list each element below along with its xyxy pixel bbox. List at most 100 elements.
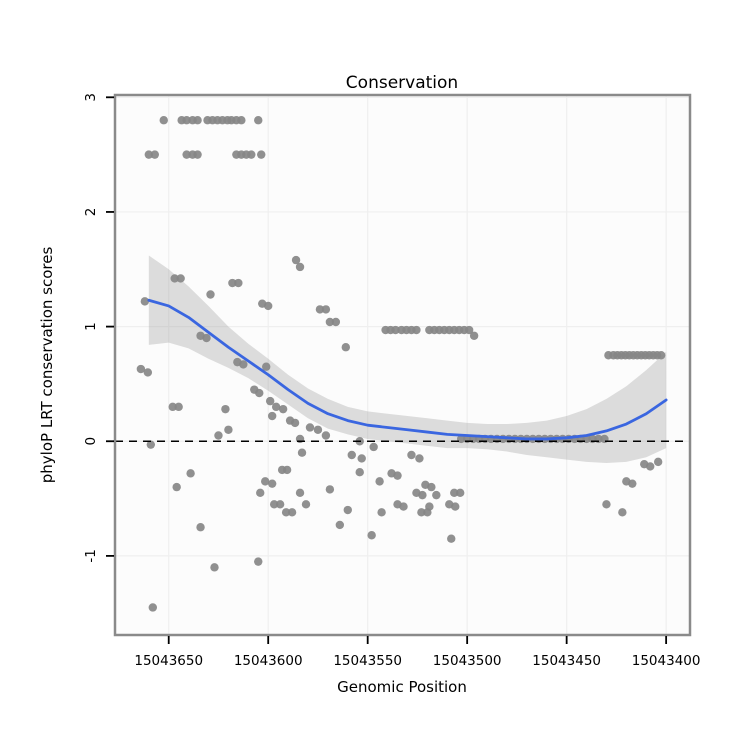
data-point [331,317,341,327]
data-point [159,116,168,125]
y-tick-label: -1 [83,549,99,562]
data-point [335,520,345,530]
x-tick-label: 15043550 [333,653,402,669]
x-tick-label: 15043500 [433,653,502,669]
data-point [255,388,264,398]
data-point [295,488,305,498]
data-point [602,500,611,509]
data-point [148,603,158,612]
data-point [214,431,223,440]
data-point [391,325,400,335]
plot-panel-background [115,95,690,635]
data-point [628,479,637,488]
data-point [393,471,402,480]
data-point [375,477,384,486]
data-point [174,402,183,412]
data-point [193,150,202,159]
data-point [143,368,153,377]
data-point [325,317,335,327]
data-point [451,502,460,511]
data-point [341,343,350,352]
data-point [202,333,211,343]
data-point [281,508,291,517]
data-point [305,423,315,432]
data-point [262,362,271,371]
data-point [271,402,281,412]
data-point [357,454,366,463]
data-point [653,457,663,467]
data-point [287,508,297,517]
data-point [355,467,364,477]
data-point [150,150,159,159]
x-tick-label: 15043400 [632,653,701,669]
data-point [315,305,325,314]
data-point [182,116,191,125]
data-point [228,278,237,288]
confidence-ribbon [148,255,667,464]
data-point [407,450,416,460]
data-point [301,500,311,509]
data-point [417,508,426,517]
data-point [136,364,146,374]
x-tick-label: 15043450 [532,653,601,669]
data-point [450,488,459,498]
data-point [256,488,265,498]
data-point [423,508,432,517]
data-point [254,116,263,125]
data-point [278,404,288,414]
data-point [297,448,307,457]
data-point [239,360,248,369]
data-point [377,508,386,517]
data-point [247,150,256,159]
data-point [267,479,277,488]
y-tick-label: 0 [83,437,99,446]
data-point [265,396,275,406]
data-point [224,425,233,434]
data-point [455,488,465,498]
y-tick-label: 2 [83,208,99,217]
data-point [456,434,466,444]
x-axis-label: Genomic Position [337,678,467,696]
data-point [290,418,300,428]
data-point [291,255,301,265]
data-point [267,411,277,421]
data-point [254,557,263,566]
data-point [193,116,202,125]
data-point [146,440,156,449]
data-point [275,500,285,509]
data-point [261,477,270,486]
data-point [343,505,352,515]
data-point [427,482,436,492]
data-point [234,278,243,288]
data-point [186,469,195,478]
data-point [176,274,185,283]
data-point [313,425,323,434]
data-point [399,502,408,511]
data-point [367,531,376,540]
data-point [347,450,356,460]
data-point [418,490,427,500]
y-axis-label: phyloP LRT conservation scores [38,247,56,484]
data-point [618,508,627,517]
ci-ribbon [148,255,667,464]
data-point [412,325,421,335]
y-tick-label: 3 [83,93,99,102]
x-tick-label: 15043650 [134,653,203,669]
data-point [182,150,191,159]
data-point [369,442,378,452]
data-point [415,454,424,463]
data-point [295,262,305,272]
data-point [170,274,179,283]
smooth-line [147,298,668,441]
data-point [325,485,335,494]
data-point [140,297,150,306]
axes-ticks-and-labels: 15043650 15043600 15043550 15043500 15043450… [83,93,700,669]
data-point [264,301,273,311]
chart-title: Conservation [346,73,458,93]
data-point [447,534,456,543]
data-point [257,150,266,159]
data-point [221,404,230,414]
data-point [469,331,479,340]
data-point [282,465,292,475]
